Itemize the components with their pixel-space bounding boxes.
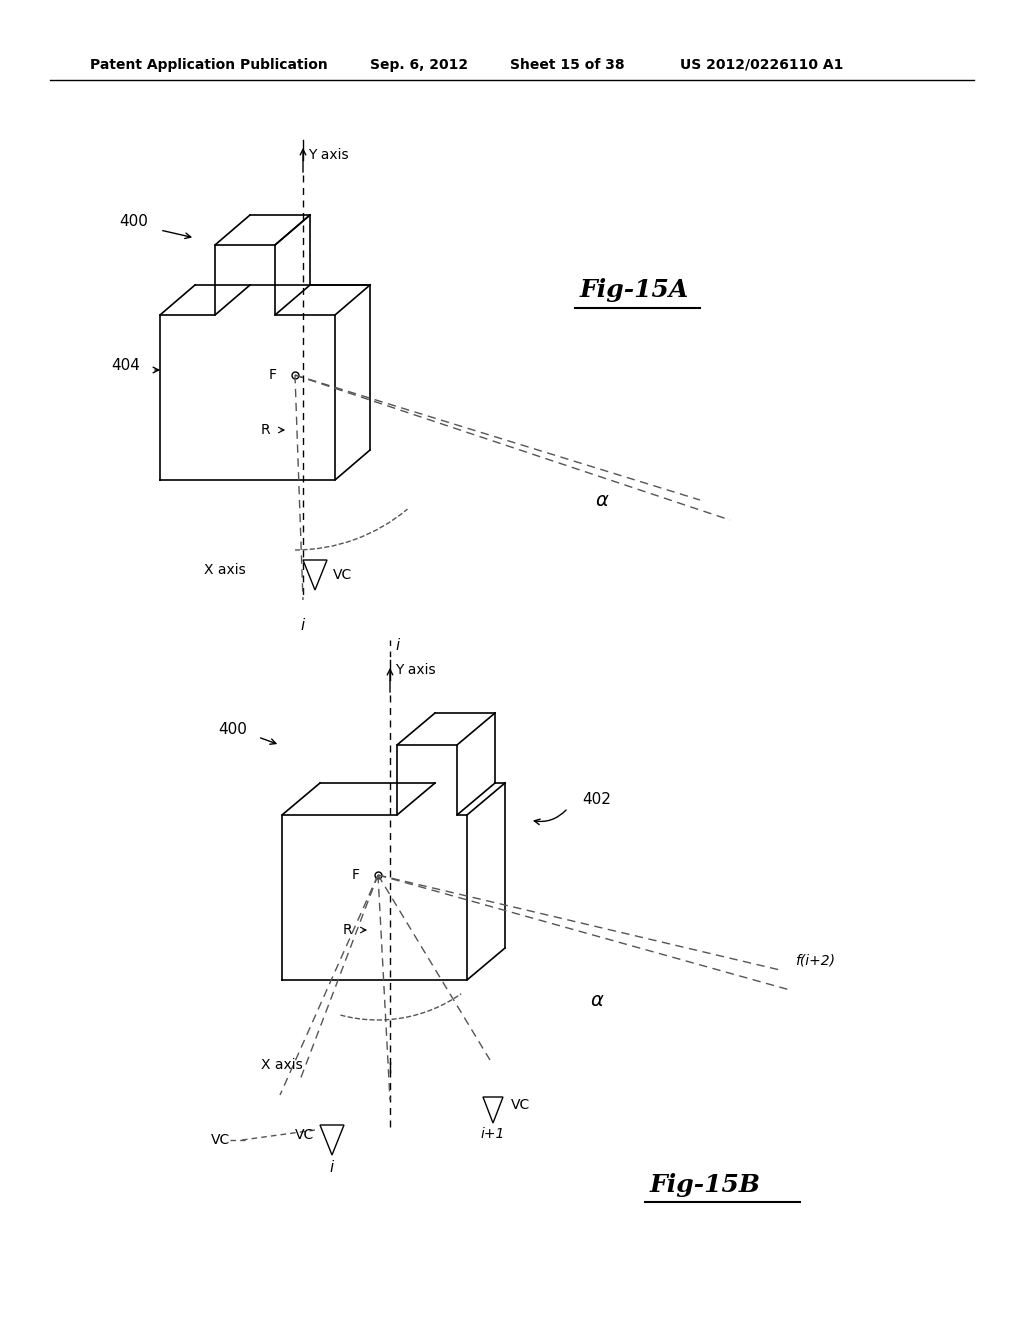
Text: R: R [342, 923, 352, 937]
Text: VC: VC [211, 1133, 230, 1147]
Text: Y axis: Y axis [395, 663, 435, 677]
Text: Fig-15A: Fig-15A [580, 279, 689, 302]
Text: 402: 402 [582, 792, 611, 808]
Text: Sheet 15 of 38: Sheet 15 of 38 [510, 58, 625, 73]
Text: i: i [395, 638, 399, 652]
Text: Y axis: Y axis [308, 148, 348, 162]
Text: i+1: i+1 [481, 1127, 505, 1140]
Text: X axis: X axis [204, 564, 246, 577]
Text: 400: 400 [218, 722, 247, 738]
Text: US 2012/0226110 A1: US 2012/0226110 A1 [680, 58, 844, 73]
Text: VC: VC [511, 1098, 530, 1111]
Text: 400: 400 [119, 214, 148, 230]
Text: Fig-15B: Fig-15B [650, 1173, 761, 1197]
Text: X axis: X axis [261, 1059, 303, 1072]
Text: R: R [260, 422, 270, 437]
Text: 404: 404 [112, 358, 140, 372]
Text: f(i+2): f(i+2) [795, 953, 835, 968]
Text: VC: VC [333, 568, 352, 582]
Text: F: F [352, 869, 360, 882]
Text: VC: VC [295, 1129, 314, 1142]
Text: i: i [301, 618, 305, 632]
Text: Sep. 6, 2012: Sep. 6, 2012 [370, 58, 468, 73]
Text: F: F [269, 368, 278, 381]
Text: $\alpha$: $\alpha$ [595, 491, 609, 510]
Text: $\alpha$: $\alpha$ [590, 990, 604, 1010]
Text: i: i [330, 1160, 334, 1176]
Text: Patent Application Publication: Patent Application Publication [90, 58, 328, 73]
